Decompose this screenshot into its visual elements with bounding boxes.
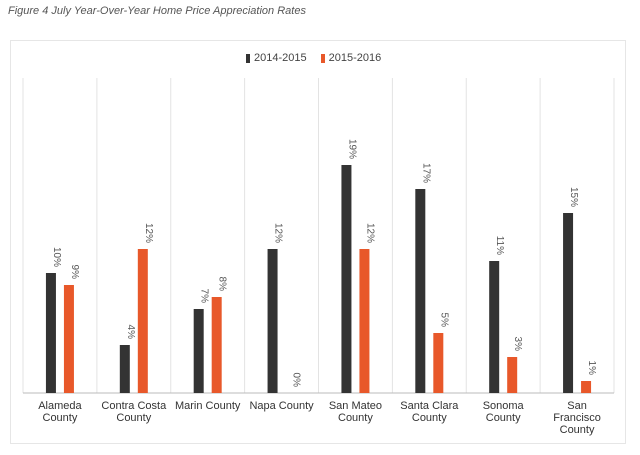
x-tick-label-line: County <box>560 424 595 436</box>
x-tick-label-line: San <box>567 400 587 412</box>
x-tick-label-line: County <box>412 412 447 424</box>
data-label-series-2: 0% <box>291 373 302 388</box>
data-label-series-2: 12% <box>364 223 375 243</box>
x-tick-label-line: Santa Clara <box>400 400 459 412</box>
data-label-series-2: 8% <box>217 277 228 292</box>
bar-series-2 <box>137 249 148 393</box>
x-tick-label-line: Napa County <box>249 400 314 412</box>
x-tick-label: Sonoma County <box>483 400 525 424</box>
x-tick-label: Napa County <box>249 400 314 412</box>
data-label-series-1: 10% <box>51 247 62 267</box>
legend-label-series-2: 2015-2016 <box>328 52 382 64</box>
bar-series-2 <box>433 333 444 393</box>
data-label-series-2: 12% <box>143 223 154 243</box>
bar-series-1 <box>119 345 130 393</box>
x-tick-label-line: County <box>486 412 521 424</box>
data-label-series-1: 12% <box>273 223 284 243</box>
bar-series-1 <box>45 273 56 393</box>
bar-series-1 <box>563 213 574 393</box>
x-tick-label-line: Marin County <box>175 400 241 412</box>
data-label-series-1: 17% <box>420 163 431 183</box>
x-tick-label: San Francisco County <box>553 400 601 436</box>
bar-series-2 <box>581 381 592 393</box>
x-tick-label-line: Francisco <box>553 412 601 424</box>
x-tick-label-line: County <box>43 412 78 424</box>
x-tick-label: Santa Clara County <box>400 400 459 424</box>
legend-item-series-2: 2015-2016 <box>320 52 382 64</box>
data-label-series-2: 1% <box>586 361 597 376</box>
x-tick-label-line: Alameda <box>38 400 82 412</box>
bar-series-1 <box>193 309 204 393</box>
bar-series-2 <box>359 249 370 393</box>
data-label-series-1: 19% <box>346 139 357 159</box>
x-tick-label-line: County <box>116 412 151 424</box>
x-tick-label-line: San Mateo <box>329 400 382 412</box>
data-label-series-2: 9% <box>69 265 80 280</box>
figure-title: Figure 4 July Year-Over-Year Home Price … <box>8 5 306 17</box>
bar-series-1 <box>415 189 426 393</box>
legend-swatch-series-2 <box>320 53 325 63</box>
legend-swatch-series-1 <box>246 53 250 63</box>
data-label-series-1: 15% <box>568 187 579 207</box>
bar-series-1 <box>341 165 352 393</box>
bar-series-2 <box>507 357 518 393</box>
data-label-series-1: 7% <box>199 289 210 304</box>
x-tick-label-line: Sonoma <box>483 400 525 412</box>
data-label-series-2: 5% <box>438 313 449 328</box>
x-tick-label: Contra Costa County <box>101 400 167 424</box>
data-label-series-1: 11% <box>494 236 505 255</box>
bar-series-2 <box>211 297 222 393</box>
x-tick-label-line: Contra Costa <box>101 400 167 412</box>
bar-series-1 <box>267 249 278 393</box>
bar-series-1 <box>489 261 500 393</box>
legend-label-series-1: 2014-2015 <box>254 52 307 64</box>
chart-legend: 2014-2015 2015-2016 <box>246 52 381 64</box>
data-label-series-1: 4% <box>125 325 136 340</box>
bar-series-2 <box>63 285 74 393</box>
x-tick-label: Marin County <box>175 400 241 412</box>
x-tick-label-line: County <box>338 412 373 424</box>
x-tick-label: San Mateo County <box>329 400 382 424</box>
legend-item-series-1: 2014-2015 <box>246 52 307 64</box>
x-tick-label: Alameda County <box>38 400 82 424</box>
data-label-series-2: 3% <box>512 337 523 352</box>
